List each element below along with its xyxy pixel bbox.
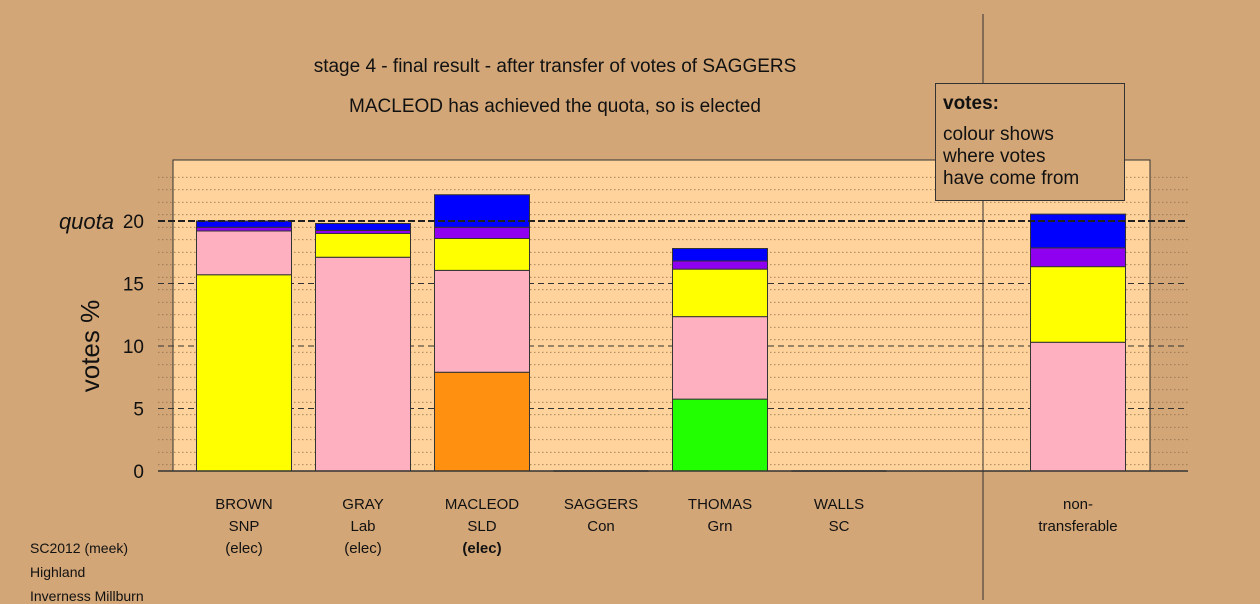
bar-segment bbox=[1030, 213, 1126, 249]
bar-segment bbox=[434, 194, 530, 228]
footer-ward: Inverness Millburn bbox=[30, 588, 144, 604]
x-category-label: GRAY bbox=[342, 496, 383, 513]
x-category-label: MACLEOD bbox=[445, 496, 519, 513]
bar-segment bbox=[196, 230, 292, 276]
y-tick-label: 5 bbox=[133, 400, 144, 421]
legend-box: votes: colour shows where votes have com… bbox=[935, 83, 1125, 201]
bar-segment bbox=[315, 256, 411, 472]
bar-segment bbox=[434, 269, 530, 373]
bar-segment bbox=[672, 248, 768, 262]
bar-segment bbox=[672, 316, 768, 400]
x-category-label: (elec) bbox=[462, 540, 501, 557]
legend-line: where votes bbox=[943, 146, 1046, 167]
x-category-label: (elec) bbox=[344, 540, 382, 557]
bar-segment bbox=[1030, 247, 1126, 268]
x-category-label: non- bbox=[1063, 496, 1093, 513]
x-category-label: Lab bbox=[350, 518, 375, 535]
quota-label: quota bbox=[59, 209, 114, 234]
x-category-label: SLD bbox=[467, 518, 496, 535]
bar-segment bbox=[434, 238, 530, 271]
legend-line: have come from bbox=[943, 168, 1080, 189]
chart-subtitle: MACLEOD has achieved the quota, so is el… bbox=[349, 96, 761, 117]
x-category-label: Grn bbox=[707, 518, 732, 535]
bar-segment bbox=[672, 260, 768, 270]
bar-segment bbox=[1030, 266, 1126, 343]
bar-segment bbox=[672, 268, 768, 318]
bar-segment bbox=[1030, 341, 1126, 472]
x-category-label: SNP bbox=[229, 518, 260, 535]
x-category-label: SAGGERS bbox=[564, 496, 638, 513]
bar-segment bbox=[196, 274, 292, 472]
y-tick-label: 15 bbox=[123, 275, 144, 296]
bar-segment bbox=[315, 233, 411, 258]
x-category-label: (elec) bbox=[225, 540, 263, 557]
x-category-label: WALLS bbox=[814, 496, 864, 513]
legend-heading: votes: bbox=[943, 93, 999, 114]
legend-line: colour shows bbox=[943, 124, 1054, 145]
footer-election: SC2012 (meek) bbox=[30, 540, 129, 556]
x-category-label: BROWN bbox=[215, 496, 273, 513]
chart-title: stage 4 - final result - after transfer … bbox=[313, 56, 797, 77]
bar-segment bbox=[196, 226, 292, 232]
x-category-label: Con bbox=[587, 518, 615, 535]
y-axis-label: votes % bbox=[75, 300, 105, 393]
y-tick-label: 20 bbox=[123, 212, 144, 233]
x-category-label: THOMAS bbox=[688, 496, 752, 513]
bar-segment bbox=[672, 398, 768, 472]
x-category-label: SC bbox=[829, 518, 850, 535]
bar-segment bbox=[434, 371, 530, 472]
bar-segment bbox=[434, 226, 530, 239]
y-tick-label: 0 bbox=[133, 462, 144, 483]
bar-segment bbox=[315, 223, 411, 231]
x-category-label: transferable bbox=[1038, 518, 1117, 535]
footer-council: Highland bbox=[30, 564, 86, 580]
y-tick-label: 10 bbox=[123, 337, 144, 358]
